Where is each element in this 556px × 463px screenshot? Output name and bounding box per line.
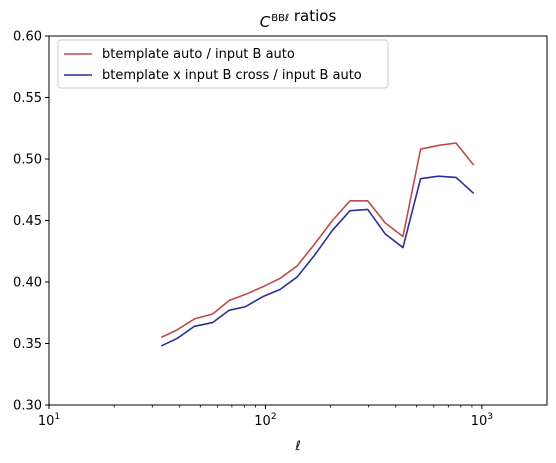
title-sup: BB [271,13,285,24]
plot-area [160,142,475,347]
x-tick-label: 101 [38,412,60,429]
legend-label-series-1: btemplate auto / input B auto [102,47,295,62]
chart-title: CBBℓ ratios [260,7,337,31]
y-tick-label: 0.35 [13,337,42,352]
axes [48,35,548,406]
y-tick-label: 0.50 [13,153,42,168]
legend-box [57,39,389,89]
y-tick-label: 0.60 [13,30,42,45]
series-line-2 [160,175,475,347]
axes-frame [48,35,548,406]
y-tick-label: 0.45 [13,214,42,229]
y-tick-label: 0.30 [13,399,42,414]
legend: btemplate auto / input B auto btemplate … [57,39,389,89]
title-sub: ℓ [285,13,289,24]
tick-labels: 0.30 0.35 0.40 0.45 0.50 0.55 0.60 101 102 103 [13,30,493,430]
title-rest: ratios [289,7,336,25]
tick-marks [45,35,483,409]
title-base: C [260,13,271,31]
x-tick-label: 103 [471,412,493,429]
y-tick-label: 0.55 [13,91,42,106]
y-tick-label: 0.40 [13,276,42,291]
legend-label-series-2: btemplate x input B cross / input B auto [102,68,362,83]
x-tick-label: 102 [254,412,276,429]
x-axis-label: ℓ [294,439,300,454]
series-line-1 [160,142,475,339]
